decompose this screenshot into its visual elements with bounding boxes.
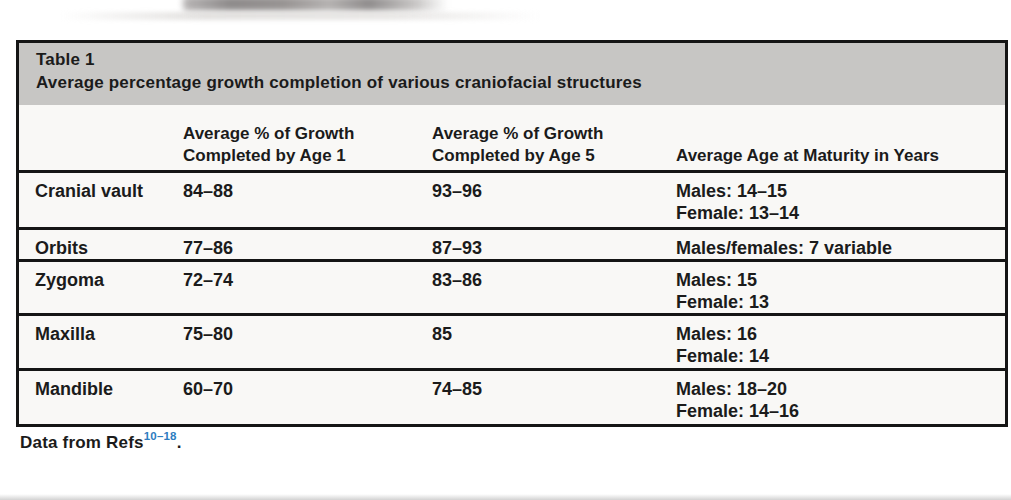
growth-completion-table: Average % of Growth Completed by Age 1 A… bbox=[19, 105, 1005, 427]
cell-age1-line: 77–86 bbox=[183, 237, 432, 259]
table-caption: Average percentage growth completion of … bbox=[36, 71, 995, 95]
table-title-band: Table 1 Average percentage growth comple… bbox=[19, 43, 1005, 105]
column-header-age1-line1: Average % of Growth bbox=[183, 123, 432, 145]
page: Table 1 Average percentage growth comple… bbox=[0, 0, 1011, 500]
cell-structure: Zygoma bbox=[19, 261, 183, 315]
cell-age5: 85 bbox=[432, 315, 676, 370]
table-header-row: Average % of Growth Completed by Age 1 A… bbox=[19, 105, 1005, 172]
video-frame-artifact bbox=[183, 0, 448, 11]
table-row: Zygoma72–7483–86Males: 15Female: 13 bbox=[19, 261, 1005, 315]
cell-maturity: Males: 16Female: 14 bbox=[676, 315, 1005, 370]
cell-maturity-line: Males/females: 7 variable bbox=[676, 237, 1005, 259]
cell-maturity-line: Female: 14–16 bbox=[676, 400, 1005, 422]
cell-maturity: Males: 14–15Female: 13–14 bbox=[676, 172, 1005, 229]
column-header-age5-line1: Average % of Growth bbox=[432, 123, 676, 145]
column-header-age5-line2: Completed by Age 5 bbox=[432, 145, 676, 167]
cell-maturity: Males: 18–20Female: 14–16 bbox=[676, 370, 1005, 427]
cell-structure-line: Cranial vault bbox=[35, 180, 183, 202]
table-body: Cranial vault84–8893–96Males: 14–15Femal… bbox=[19, 172, 1005, 427]
column-header-structure bbox=[19, 105, 183, 172]
cell-structure-line: Zygoma bbox=[35, 269, 183, 291]
cell-age5: 87–93 bbox=[432, 229, 676, 261]
cell-structure: Cranial vault bbox=[19, 172, 183, 229]
cell-age1: 77–86 bbox=[183, 229, 432, 261]
cell-structure-line: Maxilla bbox=[35, 323, 183, 345]
cell-structure: Orbits bbox=[19, 229, 183, 261]
cell-structure-line: Orbits bbox=[35, 237, 183, 259]
cell-age1-line: 84–88 bbox=[183, 180, 432, 202]
cell-maturity-line: Males: 16 bbox=[676, 323, 1005, 345]
column-header-age5: Average % of Growth Completed by Age 5 bbox=[432, 105, 676, 172]
cell-age5: 83–86 bbox=[432, 261, 676, 315]
cell-age5-line: 85 bbox=[432, 323, 676, 345]
source-note-refs-superscript: 10–18 bbox=[144, 430, 177, 442]
cell-maturity-line: Female: 13–14 bbox=[676, 202, 1005, 224]
video-frame-artifact-faint bbox=[60, 12, 540, 20]
cell-age5-line: 83–86 bbox=[432, 269, 676, 291]
cell-age1: 84–88 bbox=[183, 172, 432, 229]
table-number: Table 1 bbox=[36, 48, 995, 71]
source-note-period: . bbox=[177, 433, 182, 452]
cell-maturity-line: Female: 13 bbox=[676, 291, 1005, 313]
cell-age1-line: 60–70 bbox=[183, 378, 432, 400]
cell-age5-line: 74–85 bbox=[432, 378, 676, 400]
cell-age5: 74–85 bbox=[432, 370, 676, 427]
cell-age1-line: 72–74 bbox=[183, 269, 432, 291]
source-note: Data from Refs10–18. bbox=[20, 431, 182, 453]
cell-age1-line: 75–80 bbox=[183, 323, 432, 345]
source-note-text: Data from Refs bbox=[20, 433, 144, 452]
cell-structure: Mandible bbox=[19, 370, 183, 427]
cell-maturity-line: Males: 18–20 bbox=[676, 378, 1005, 400]
cell-age5-line: 93–96 bbox=[432, 180, 676, 202]
column-header-maturity-line1: Average Age at Maturity in Years bbox=[676, 145, 1005, 167]
cell-age5-line: 87–93 bbox=[432, 237, 676, 259]
cell-age1: 75–80 bbox=[183, 315, 432, 370]
cell-maturity-line: Female: 14 bbox=[676, 345, 1005, 367]
cell-maturity: Males/females: 7 variable bbox=[676, 229, 1005, 261]
table-row: Maxilla75–8085Males: 16Female: 14 bbox=[19, 315, 1005, 370]
cell-structure-line: Mandible bbox=[35, 378, 183, 400]
bottom-edge-shadow bbox=[0, 494, 1011, 500]
cell-age1: 60–70 bbox=[183, 370, 432, 427]
table-row: Mandible60–7074–85Males: 18–20Female: 14… bbox=[19, 370, 1005, 427]
column-header-maturity: Average Age at Maturity in Years bbox=[676, 105, 1005, 172]
cell-maturity-line: Males: 14–15 bbox=[676, 180, 1005, 202]
column-header-age1: Average % of Growth Completed by Age 1 bbox=[183, 105, 432, 172]
cell-age5: 93–96 bbox=[432, 172, 676, 229]
cell-maturity: Males: 15Female: 13 bbox=[676, 261, 1005, 315]
table-1-box: Table 1 Average percentage growth comple… bbox=[16, 40, 1008, 427]
cell-structure: Maxilla bbox=[19, 315, 183, 370]
cell-maturity-line: Males: 15 bbox=[676, 269, 1005, 291]
cell-age1: 72–74 bbox=[183, 261, 432, 315]
column-header-age1-line2: Completed by Age 1 bbox=[183, 145, 432, 167]
table-row: Orbits77–8687–93Males/females: 7 variabl… bbox=[19, 229, 1005, 261]
table-row: Cranial vault84–8893–96Males: 14–15Femal… bbox=[19, 172, 1005, 229]
